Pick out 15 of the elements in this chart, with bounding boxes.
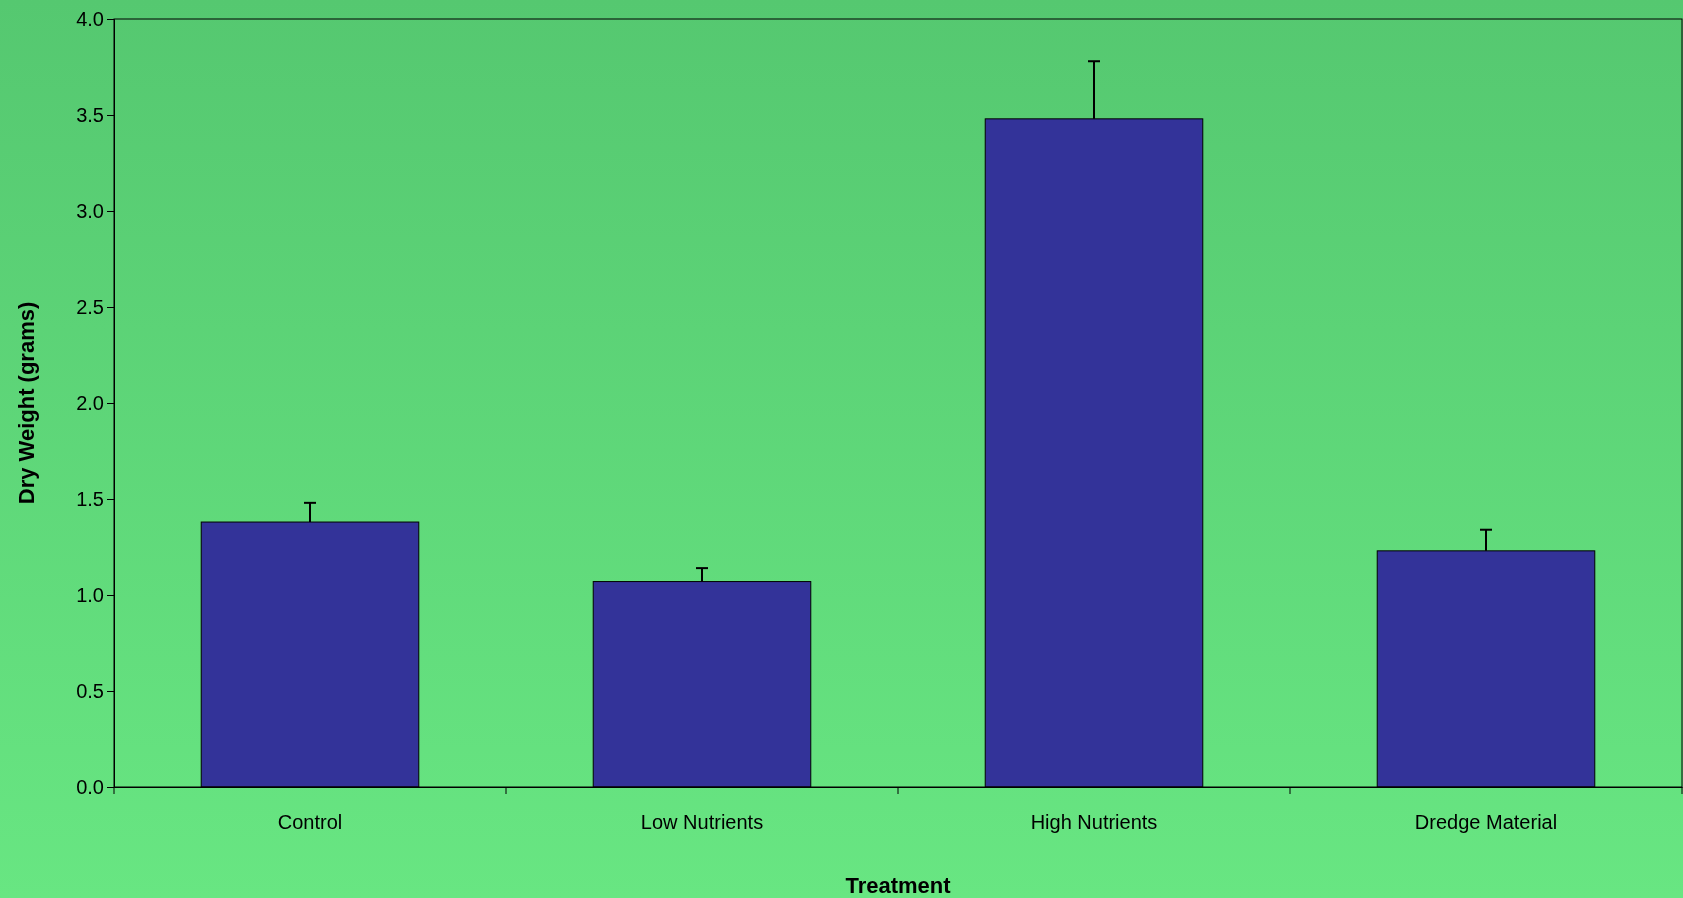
y-tick-label: 0.5	[76, 679, 104, 702]
y-tick-label: 3.5	[76, 103, 104, 126]
y-axis-title: Dry Weight (grams)	[14, 301, 39, 505]
x-tick-label: High Nutrients	[1030, 811, 1158, 834]
y-tick-label: 3.0	[76, 199, 104, 222]
y-tick-label: 1.5	[76, 487, 104, 510]
y-tick-label: 2.0	[76, 391, 104, 414]
y-tick-label: 2.5	[76, 295, 104, 318]
x-tick-label: Control	[277, 811, 343, 834]
x-axis-title: Treatment	[845, 873, 952, 898]
x-tick-label: Dredge Material	[1414, 811, 1558, 834]
x-tick-label: Low Nutrients	[640, 811, 764, 834]
y-tick-label: 0.0	[76, 775, 104, 798]
y-tick-label: 1.0	[76, 583, 104, 606]
y-tick-label: 4.0	[76, 7, 104, 30]
